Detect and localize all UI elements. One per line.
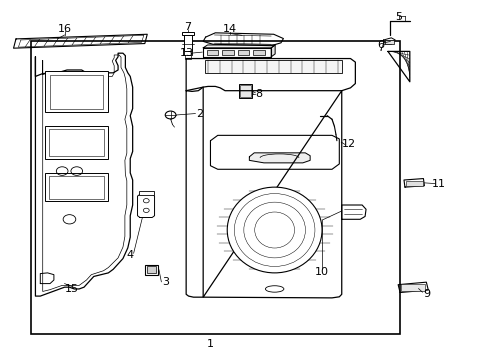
Bar xyxy=(30,41,399,334)
Polygon shape xyxy=(186,59,355,91)
Text: 11: 11 xyxy=(431,179,445,189)
Polygon shape xyxy=(137,194,154,217)
Polygon shape xyxy=(387,51,409,82)
Polygon shape xyxy=(40,273,54,284)
Circle shape xyxy=(143,208,149,212)
Bar xyxy=(405,181,423,186)
Bar xyxy=(144,265,158,275)
Bar xyxy=(184,51,191,55)
Polygon shape xyxy=(249,153,309,163)
Bar xyxy=(400,284,425,291)
Polygon shape xyxy=(203,45,275,48)
Bar xyxy=(384,40,393,44)
Circle shape xyxy=(56,167,68,175)
Circle shape xyxy=(332,140,341,147)
Circle shape xyxy=(143,199,149,203)
Polygon shape xyxy=(210,135,339,169)
Text: 16: 16 xyxy=(58,24,71,34)
Text: 9: 9 xyxy=(422,289,429,298)
Ellipse shape xyxy=(227,187,322,273)
Polygon shape xyxy=(35,53,132,296)
Text: 1: 1 xyxy=(206,339,214,348)
Polygon shape xyxy=(271,45,275,57)
Polygon shape xyxy=(397,282,427,293)
Polygon shape xyxy=(203,48,271,57)
Circle shape xyxy=(165,111,176,119)
Circle shape xyxy=(63,215,76,224)
Ellipse shape xyxy=(265,286,284,292)
Bar xyxy=(146,266,156,273)
Text: 6: 6 xyxy=(376,40,384,50)
Bar xyxy=(182,32,194,35)
Bar xyxy=(45,71,108,112)
Bar xyxy=(240,85,250,97)
Text: 8: 8 xyxy=(255,89,262,99)
Bar xyxy=(204,60,341,73)
Bar xyxy=(50,75,103,109)
Circle shape xyxy=(71,167,82,175)
Bar xyxy=(138,191,154,195)
Text: 4: 4 xyxy=(126,250,134,260)
Polygon shape xyxy=(186,87,203,297)
Bar xyxy=(206,50,218,55)
Text: 7: 7 xyxy=(184,22,191,32)
Text: 2: 2 xyxy=(196,109,203,118)
Bar xyxy=(237,50,249,55)
Bar xyxy=(45,173,108,202)
Polygon shape xyxy=(203,33,283,46)
Text: 5: 5 xyxy=(395,12,402,22)
Bar xyxy=(49,176,104,199)
Polygon shape xyxy=(383,38,394,44)
Text: 15: 15 xyxy=(65,284,79,294)
Bar xyxy=(49,129,104,156)
Bar xyxy=(222,50,233,55)
Polygon shape xyxy=(403,179,424,187)
Bar xyxy=(253,50,264,55)
Bar xyxy=(238,84,252,98)
Text: 13: 13 xyxy=(180,48,194,58)
Polygon shape xyxy=(203,91,341,298)
Bar xyxy=(185,55,191,59)
Circle shape xyxy=(149,268,154,271)
Bar xyxy=(183,35,192,51)
Polygon shape xyxy=(341,205,366,219)
Text: 12: 12 xyxy=(341,139,355,149)
Polygon shape xyxy=(14,34,147,48)
Text: 3: 3 xyxy=(162,277,169,287)
Text: 14: 14 xyxy=(223,24,237,34)
Text: 10: 10 xyxy=(315,267,328,277)
Bar xyxy=(45,126,108,158)
